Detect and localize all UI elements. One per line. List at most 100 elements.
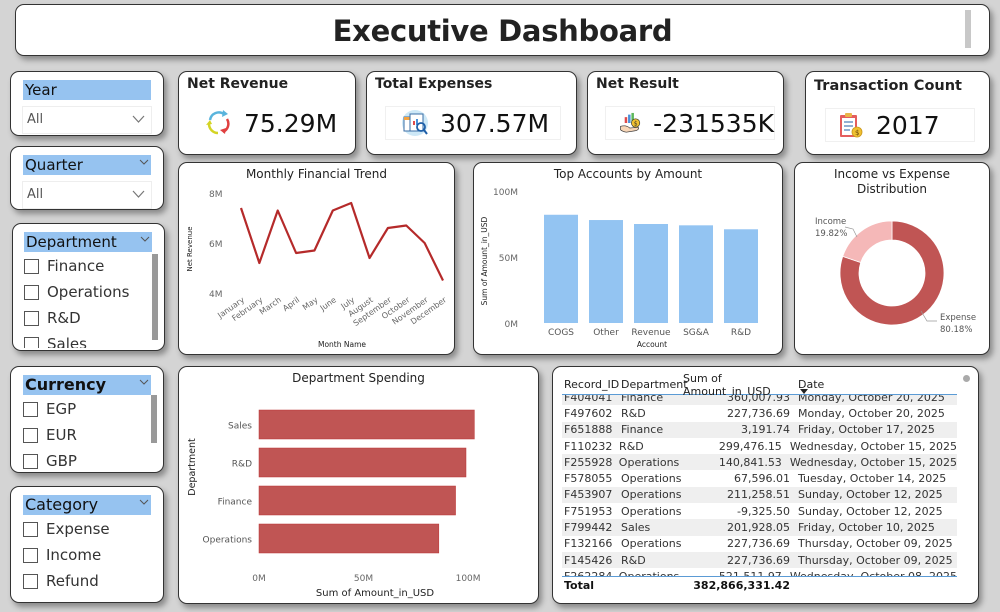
checkbox[interactable] [23,427,38,443]
year-dropdown[interactable]: All [22,106,152,134]
checkbox[interactable] [23,401,38,417]
kpi-title: Transaction Count [814,78,962,94]
table-cell: 3,191.74 [741,423,790,437]
table-row[interactable]: F145426 R&D 227,736.69 Thursday, October 09… [562,551,957,569]
chevron-down-icon[interactable] [139,497,149,507]
column-header[interactable]: Department [621,378,688,391]
leader-line [920,310,937,322]
kpi-title: Net Result [596,76,679,92]
currency-slicer-label: Currency [25,375,107,394]
kpi-value-box: $ 2017 [825,108,975,142]
bar [258,523,440,554]
table-row[interactable]: F751953 Operations -9,325.50 Sunday, Octobe… [562,503,957,519]
table-cell: R&D [621,553,646,567]
x-tick-label: SG&A [683,328,710,338]
table-cell: F132166 [564,537,613,551]
records-table: Record_ID Department Sum of Amount_in_US… [552,366,979,604]
checkbox[interactable] [23,521,38,537]
kpi-title: Total Expenses [375,76,493,92]
header-scrollbar[interactable] [965,10,971,48]
bar [724,229,758,323]
table-row[interactable]: F404041 Finance 360,007.93 Monday, October … [562,395,957,406]
table-cell: Finance [621,395,664,404]
y-tick-label: 8M [209,190,223,200]
total-label: Total [564,578,595,592]
kpi-value-box: 307.57M [385,106,561,140]
option-label: Finance [47,257,105,275]
chevron-down-icon[interactable] [139,377,149,387]
table-scrollbar[interactable] [963,375,970,382]
table-cell: F578055 [564,472,613,486]
table: Record_ID Department Sum of Amount_in_US… [562,371,957,593]
y-tick-label: R&D [232,460,252,470]
department-list: Finance Operations R&D Sales [24,253,150,348]
table-row[interactable]: F651888 Finance 3,191.74 Friday, October 17… [562,421,957,438]
department-option[interactable]: R&D [24,305,150,331]
checkbox[interactable] [24,336,39,348]
department-scrollbar[interactable] [152,254,158,340]
cycle-arrows-icon [206,110,230,135]
table-row[interactable]: F132166 Operations 227,736.69 Thursday, Oct… [562,536,957,552]
option-label: Income [46,546,102,564]
currency-scrollbar[interactable] [151,395,157,443]
column-header[interactable]: Sum of Amount_in_USD [683,371,771,398]
table-cell: Thursday, October 09, 2025 [798,553,953,567]
currency-option[interactable]: EGP [23,396,149,422]
y-tick-label: Finance [218,498,253,508]
table-row[interactable]: F799442 Sales 201,928.05 Friday, October 10… [562,519,957,536]
table-cell: -9,325.50 [737,504,790,518]
table-cell: Friday, October 17, 2025 [798,423,935,437]
table-cell: Monday, October 20, 2025 [798,406,945,420]
department-option[interactable]: Operations [24,279,150,305]
kpi-net-result: Net Result $ -231535K [587,71,784,155]
report-magnifier-icon [402,110,428,136]
bar [258,447,467,478]
table-cell: Sunday, October 12, 2025 [798,504,943,518]
chevron-down-icon[interactable] [140,234,150,244]
kpi-title: Net Revenue [187,76,289,92]
column-header[interactable]: Date [798,378,825,391]
table-row[interactable]: F578055 Operations 67,596.01 Tuesday, Octob… [562,470,957,486]
table-cell: F262284 [564,569,613,577]
checkbox[interactable] [23,573,38,589]
checkbox[interactable] [24,284,39,300]
category-option[interactable]: Income [23,542,149,568]
y-tick-label: 0M [505,320,519,330]
y-tick-label: 6M [209,240,223,250]
category-option[interactable]: Refund [23,568,149,594]
checkbox[interactable] [24,310,39,326]
quarter-slicer-label: Quarter [25,156,83,174]
checkbox[interactable] [23,453,38,469]
chevron-down-icon[interactable] [139,157,149,167]
table-cell: Tuesday, October 14, 2025 [798,472,947,486]
category-option[interactable]: Expense [23,516,149,542]
table-row[interactable]: F255928 Operations 140,841.53 Wednesday, Oc… [562,454,957,471]
x-axis-label: Account [637,340,667,349]
table-row[interactable]: F110232 R&D 299,476.15 Wednesday, October 1… [562,438,957,454]
department-option[interactable]: Finance [24,253,150,279]
checkbox[interactable] [24,258,39,274]
table-cell: Monday, October 20, 2025 [798,395,945,404]
currency-option[interactable]: EUR [23,422,149,448]
x-tick-label: 100M [456,574,481,584]
department-option[interactable]: Sales [24,331,150,348]
table-row[interactable]: F497602 R&D 227,736.69 Monday, October 20, … [562,405,957,421]
slice-value-label: 19.82% [815,229,847,239]
kpi-net-revenue: Net Revenue 75.29M [178,71,356,155]
column-header[interactable]: Record_ID [564,378,620,391]
category-slicer: Category Expense Income Refund [10,486,164,603]
table-row[interactable]: F262284 Operations 521,511.97 Wednesday, Oc… [562,568,957,577]
year-slicer: Year All [10,71,164,136]
hand-coins-chart-icon: $ [620,112,641,133]
quarter-dropdown[interactable]: All [22,181,152,209]
table-row[interactable]: F453907 Operations 211,258.51 Sunday, Octob… [562,486,957,504]
monthly-trend-chart: Monthly Financial Trend 4M 6M 8M Net Revenu… [178,162,455,355]
currency-option[interactable]: GBP [23,448,149,470]
checkbox[interactable] [23,547,38,563]
income-expense-chart: Income vs Expense Distribution Income 19.… [794,162,990,355]
slice-label: Expense [940,313,976,323]
table-cell: R&D [619,439,644,453]
table-header: Record_ID Department Sum of Amount_in_US… [562,371,957,398]
table-cell: F145426 [564,553,613,567]
currency-list: EGP EUR GBP [23,396,149,470]
